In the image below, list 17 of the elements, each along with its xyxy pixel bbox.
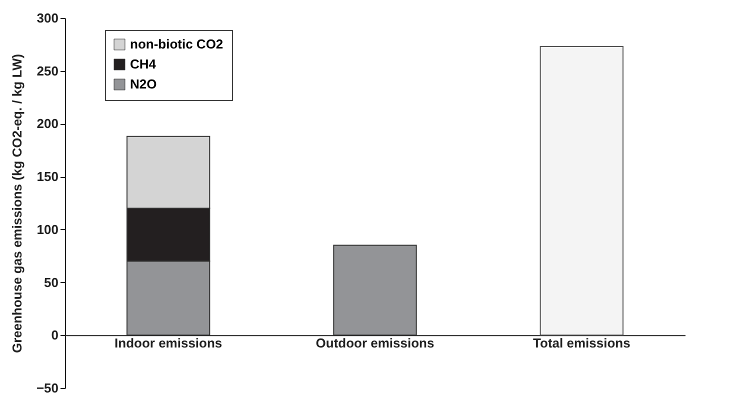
- y-tick-label: −50: [36, 380, 58, 396]
- x-tick-label: Outdoor emissions: [316, 336, 434, 351]
- y-tick-label: 100: [36, 222, 58, 237]
- x-tick-label: Total emissions: [533, 336, 630, 351]
- y-tick-label: 200: [36, 116, 58, 132]
- legend-label: non-biotic CO2: [130, 36, 224, 52]
- y-tick-label: 50: [44, 274, 58, 290]
- y-tick-label: 150: [36, 169, 58, 184]
- y-axis-title: Greenhouse gas emissions (kg CO2-eq. / kg LW): [9, 54, 24, 354]
- y-tick-label: 250: [36, 63, 58, 78]
- bar: [540, 46, 624, 336]
- bar: [333, 244, 417, 336]
- legend-label: CH4: [130, 56, 157, 72]
- x-tick-label: Indoor emissions: [114, 336, 222, 351]
- legend-label: N2O: [130, 76, 157, 92]
- y-tick-label: 300: [36, 10, 58, 26]
- y-tick-label: 0: [51, 328, 58, 343]
